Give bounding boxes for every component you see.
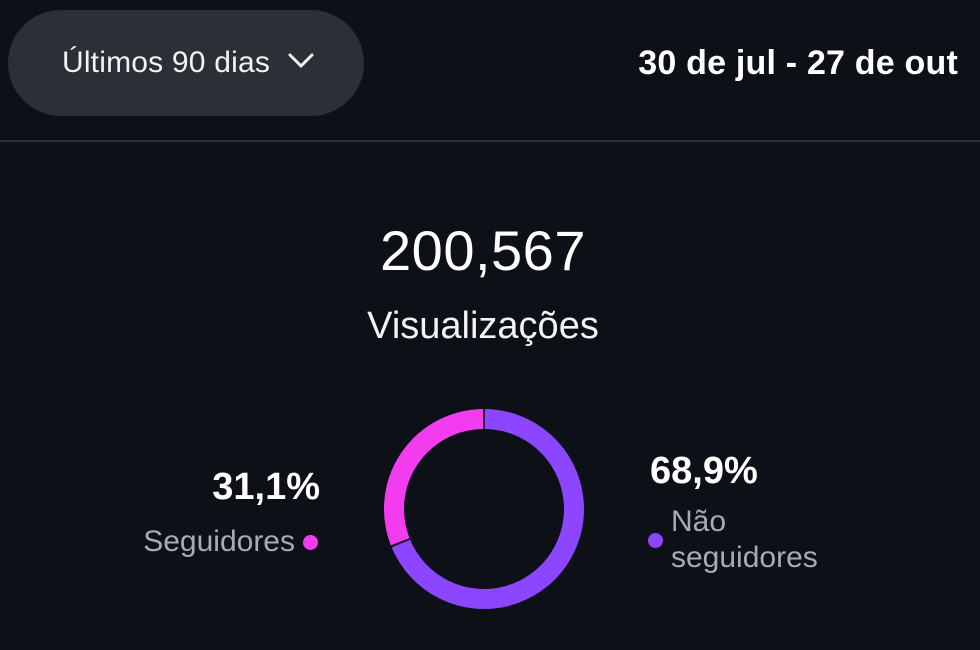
date-range-dropdown[interactable]: Últimos 90 dias	[8, 10, 364, 116]
donut-slice-nao-seguidores	[391, 409, 584, 609]
donut-slice-seguidores	[384, 409, 484, 546]
non-followers-legend-label: Não seguidores	[671, 505, 818, 574]
followers-legend-label: Seguidores	[143, 525, 295, 558]
followers-donut-chart	[384, 409, 584, 609]
views-total: 200,567	[380, 219, 586, 282]
followers-legend: Seguidores	[143, 524, 318, 560]
followers-percent: 31,1%	[212, 466, 320, 508]
divider	[0, 140, 980, 142]
date-range-text: 30 de jul - 27 de out	[638, 44, 958, 82]
non-followers-legend-dot	[648, 532, 663, 548]
date-range-dropdown-label: Últimos 90 dias	[61, 46, 271, 79]
header-bar: Últimos 90 dias 30 de jul - 27 de out	[0, 0, 980, 142]
non-followers-percent: 68,9%	[650, 450, 758, 492]
non-followers-legend: Não seguidores	[648, 504, 851, 576]
chevron-down-icon	[288, 48, 314, 74]
followers-legend-dot	[303, 534, 318, 550]
views-metric-label: Visualizações	[367, 305, 599, 347]
